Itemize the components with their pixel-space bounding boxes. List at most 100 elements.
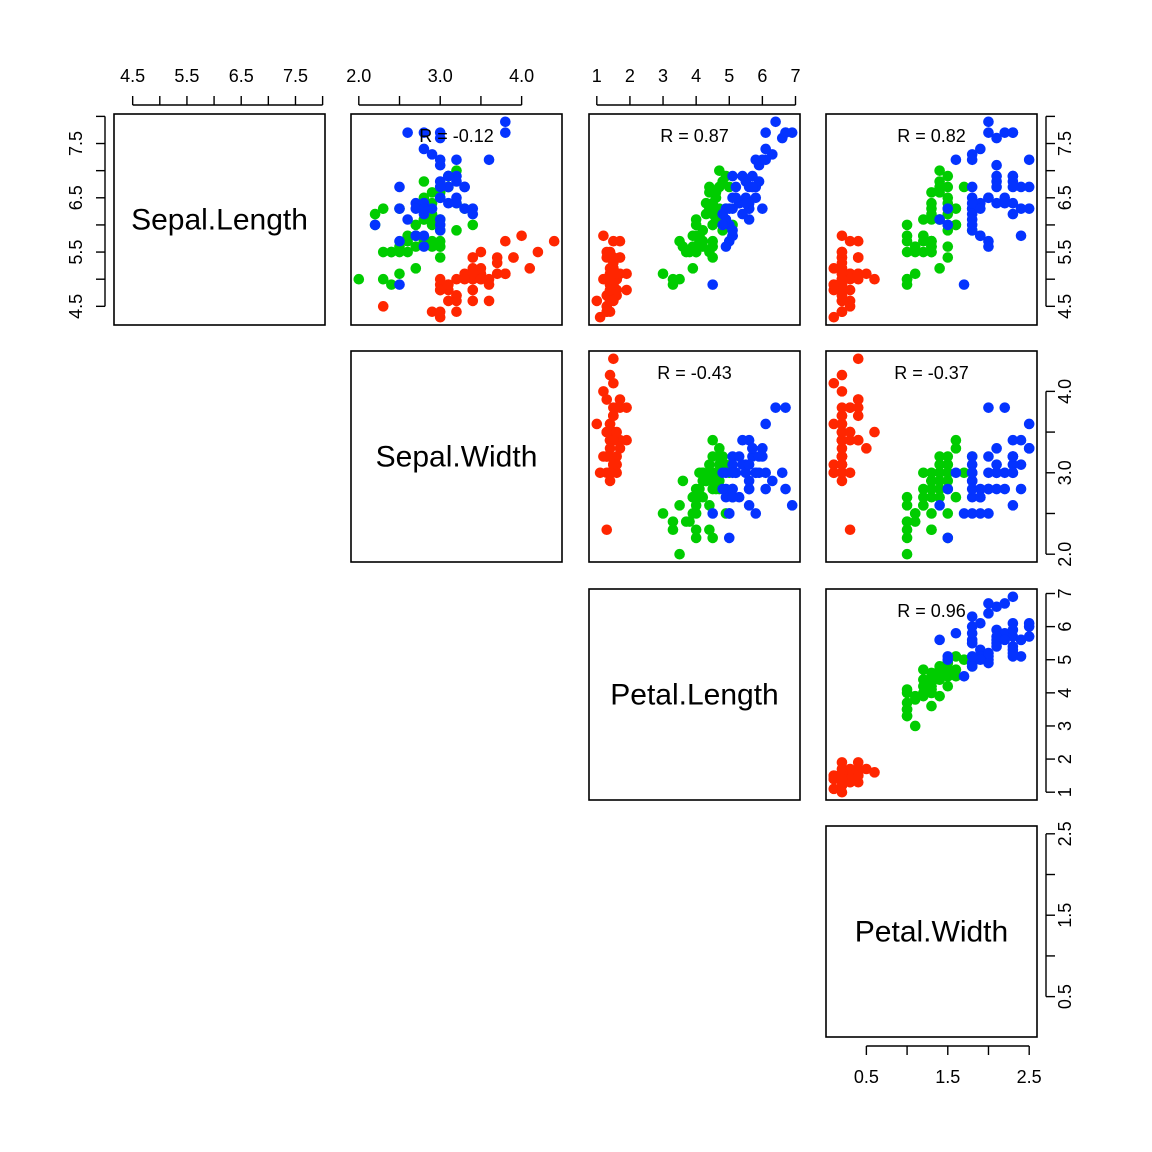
right-tick-label-sepal-length-4: 6.5: [1055, 185, 1075, 210]
point-s0-r1-c2-44: [621, 402, 632, 413]
point-s1-r0-c3-49: [926, 235, 937, 247]
point-s0-r1-c2-24: [621, 434, 632, 446]
point-s1-r1-c2-48: [657, 508, 669, 519]
point-s1-r2-c3-43: [901, 710, 913, 722]
point-s2-r0-c1-42: [410, 230, 422, 242]
top-tick-label-sepal-width-2: 3.0: [428, 66, 453, 86]
top-tick-label-sepal-length-0: 4.5: [120, 66, 145, 86]
point-s2-r2-c3-7: [966, 611, 978, 622]
point-s2-r1-c2-49: [727, 467, 738, 479]
point-s2-r0-c3-17: [999, 127, 1011, 138]
point-s1-r0-c1-37: [377, 203, 389, 214]
point-s0-r0-c2-22: [591, 295, 603, 307]
point-s1-r1-c2-1: [707, 451, 719, 462]
diag-panel-sepal-length: [113, 113, 326, 326]
top-tick-label-sepal-width-0: 2.0: [346, 66, 371, 86]
point-s1-r2-c3-35: [950, 670, 962, 682]
point-s1-r1-c3-36: [942, 459, 954, 470]
top-tick-label-sepal-width-4: 4.0: [509, 66, 534, 86]
point-s0-r0-c3-32: [828, 263, 840, 274]
point-s2-r1-c3-46: [975, 508, 986, 519]
point-s1-r2-c3-23: [918, 664, 929, 675]
point-s2-r2-c3-38: [966, 661, 978, 672]
point-s0-r0-c1-24: [467, 284, 479, 296]
point-s1-r0-c1-44: [410, 241, 422, 252]
point-s1-r0-c1-34: [434, 252, 446, 263]
point-s0-r1-c3-37: [828, 418, 840, 430]
point-s2-r2-c3-48: [1007, 641, 1019, 652]
point-s2-r0-c1-40: [443, 181, 454, 193]
point-s1-r0-c2-31: [680, 246, 692, 258]
point-s2-r2-c3-47: [983, 647, 994, 659]
point-s0-r0-c1-16: [508, 252, 519, 263]
point-s2-r0-c1-0: [459, 203, 470, 214]
point-s2-r2-c3-9: [1023, 618, 1035, 629]
point-s0-r0-c1-47: [451, 295, 462, 307]
point-s1-r1-c3-34: [942, 467, 954, 479]
panel-r0-c2: [588, 113, 801, 326]
point-s2-r0-c3-9: [1023, 154, 1035, 166]
point-s1-r1-c2-29: [674, 500, 685, 511]
point-s2-r2-c3-44: [1023, 631, 1035, 642]
point-s2-r0-c3-25: [966, 154, 978, 166]
point-s2-r1-c2-17: [780, 402, 791, 413]
point-s0-r1-c2-15: [608, 353, 619, 365]
point-s1-r0-c3-45: [918, 235, 929, 247]
point-s2-r1-c2-9: [760, 418, 771, 430]
correlation-label-r0-c3: R = 0.82: [897, 126, 966, 146]
point-s2-r2-c3-6: [958, 670, 970, 682]
point-s1-r1-c2-20: [717, 451, 728, 462]
point-s2-r0-c3-37: [966, 197, 978, 209]
point-s2-r0-c1-6: [394, 279, 405, 290]
point-s0-r0-c1-8: [426, 306, 438, 318]
point-s2-r2-c3-43: [1007, 624, 1019, 636]
point-s0-r1-c2-8: [604, 475, 616, 487]
point-s0-r0-c1-34: [443, 279, 454, 290]
right-tick-label-petal-length-4: 5: [1055, 655, 1075, 665]
point-s2-r0-c3-47: [983, 192, 994, 204]
point-s1-r1-c3-10: [901, 548, 913, 560]
point-s1-r1-c3-15: [934, 459, 945, 470]
data-points: [353, 116, 1035, 798]
point-s2-r2-c3-46: [975, 654, 986, 666]
point-s1-r1-c2-47: [700, 475, 712, 487]
point-s0-r1-c2-46: [611, 402, 622, 413]
point-s2-r1-c3-36: [1015, 434, 1027, 446]
point-s1-r1-c2-35: [707, 434, 719, 446]
point-s1-r1-c3-28: [942, 475, 954, 487]
point-s0-r1-c2-37: [604, 418, 616, 430]
point-s1-r1-c3-30: [909, 516, 921, 527]
point-s1-r2-c3-41: [934, 667, 945, 679]
point-s2-r0-c1-14: [418, 230, 430, 242]
point-s0-r1-c2-5: [614, 394, 626, 405]
point-s0-r0-c3-15: [852, 235, 864, 247]
left-tick-label-sepal-length-4: 6.5: [66, 185, 86, 210]
panel-r1-c2: [588, 350, 801, 563]
point-s1-r0-c3-2: [942, 170, 954, 182]
point-s0-r0-c3-36: [836, 246, 848, 258]
point-s0-r1-c3-16: [852, 394, 864, 405]
point-s2-r1-c3-13: [983, 508, 994, 519]
panel-r2-c3: [825, 588, 1038, 801]
point-s2-r0-c1-49: [434, 225, 446, 236]
top-tick-label-petal-length-1: 2: [625, 66, 635, 86]
point-s1-r0-c1-39: [394, 246, 405, 258]
point-s1-r1-c2-43: [667, 524, 679, 536]
point-s0-r1-c3-44: [852, 402, 864, 413]
point-s1-r0-c3-4: [942, 192, 954, 204]
point-s2-r1-c3-24: [991, 443, 1002, 454]
point-s2-r0-c2-41: [727, 170, 738, 182]
point-s1-r1-c2-40: [704, 500, 715, 511]
point-s0-r0-c1-15: [548, 235, 560, 247]
point-s2-r1-c2-3: [743, 475, 755, 487]
right-tick-label-sepal-width-4: 4.0: [1055, 379, 1075, 404]
point-s0-r0-c3-48: [836, 257, 848, 269]
point-s2-r2-c3-21: [983, 657, 994, 669]
top-tick-label-petal-length-4: 5: [724, 66, 734, 86]
point-s0-r1-c2-39: [608, 434, 619, 446]
point-s0-r1-c3-32: [828, 377, 840, 389]
point-s2-r1-c2-26: [717, 483, 728, 495]
point-s2-r1-c3-4: [999, 467, 1011, 479]
point-s2-r0-c1-37: [443, 197, 454, 209]
